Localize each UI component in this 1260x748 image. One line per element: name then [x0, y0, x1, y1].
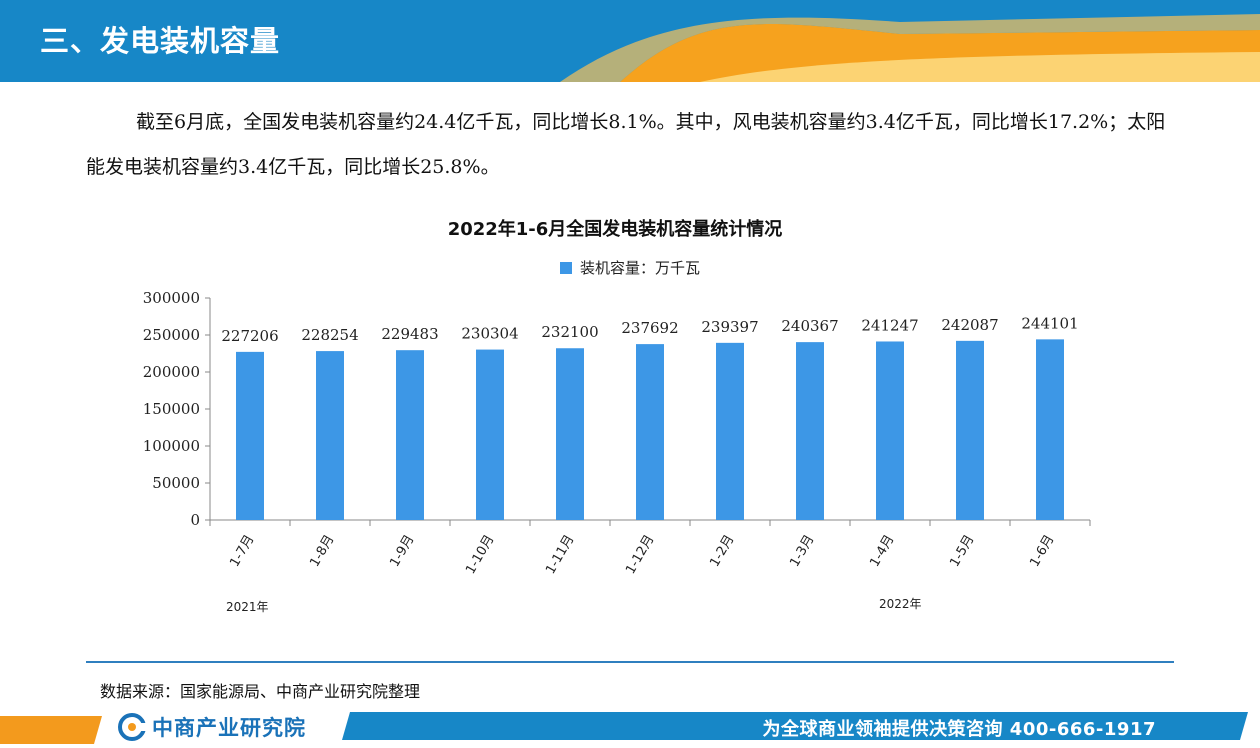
year-label-2022: 2022年 [879, 597, 922, 611]
brand: 中商产业研究院 [118, 712, 306, 742]
y-tick-label: 200000 [143, 363, 200, 381]
footer: 中商产业研究院 为全球商业领袖提供决策咨询 400-666-1917 [0, 710, 1260, 748]
category-label: 1-8月 [307, 533, 337, 570]
bar-chart: 0 50000 100000 150000 200000 250000 300000 2272… [143, 289, 1091, 614]
bar [316, 351, 344, 520]
chart-title: 2022年1-6月全国发电装机容量统计情况 [447, 219, 783, 240]
header-bar: 三、发电装机容量 [0, 0, 1260, 82]
y-tick-label: 100000 [143, 437, 200, 455]
brand-name: 中商产业研究院 [152, 716, 306, 740]
header-swoosh-decoration [560, 14, 1260, 82]
data-label: 242087 [941, 316, 998, 334]
section-title: 三、发电装机容量 [40, 24, 281, 58]
category-label: 1-12月 [623, 533, 657, 577]
chart-legend: 装机容量：万千瓦 [560, 257, 700, 278]
bar [956, 340, 984, 520]
bar [636, 344, 664, 520]
category-label: 1-9月 [387, 533, 417, 570]
data-label: 240367 [781, 317, 838, 335]
y-tick-label: 150000 [143, 400, 200, 418]
data-label: 239397 [701, 318, 758, 336]
bar [796, 342, 824, 520]
y-tick-label: 250000 [143, 326, 200, 344]
data-label: 230304 [461, 325, 518, 343]
data-label: 244101 [1021, 314, 1078, 332]
bar [716, 342, 744, 520]
brand-logo-icon [118, 713, 146, 741]
footer-orange-accent [0, 716, 102, 744]
footer-slogan: 为全球商业领袖提供决策咨询 400-666-1917 [762, 719, 1156, 740]
category-label: 1-2月 [707, 533, 737, 570]
y-tick-label: 300000 [143, 289, 200, 307]
year-label-2021: 2021年 [226, 600, 269, 614]
bar [236, 351, 264, 520]
data-label: 227206 [221, 327, 278, 345]
y-tick-label: 50000 [152, 474, 200, 492]
category-label: 1-4月 [867, 533, 897, 570]
legend-swatch [560, 261, 572, 274]
bar [1036, 339, 1064, 520]
category-label: 1-10月 [463, 533, 497, 577]
data-label: 241247 [861, 316, 918, 334]
footer-blue-band [342, 712, 1248, 740]
data-label: 237692 [621, 319, 678, 337]
bar [476, 349, 504, 520]
category-label: 1-3月 [787, 533, 817, 570]
category-label: 1-5月 [947, 533, 977, 570]
data-label: 228254 [301, 326, 358, 344]
source-note: 数据来源：国家能源局、中商产业研究院整理 [100, 682, 421, 701]
intro-paragraph: 截至6月底，全国发电装机容量约24.4亿千瓦，同比增长8.1%。其中，风电装机容… [86, 111, 1166, 178]
data-label: 232100 [541, 323, 598, 341]
bar [556, 348, 584, 520]
source-divider [86, 661, 1174, 663]
bar [396, 350, 424, 520]
y-tick-label: 0 [190, 511, 200, 529]
data-label: 229483 [381, 325, 438, 343]
category-label: 1-6月 [1027, 533, 1057, 570]
category-label: 1-11月 [543, 533, 577, 577]
legend-label: 装机容量：万千瓦 [580, 259, 701, 277]
category-label: 1-7月 [227, 533, 257, 570]
bar [876, 341, 904, 520]
